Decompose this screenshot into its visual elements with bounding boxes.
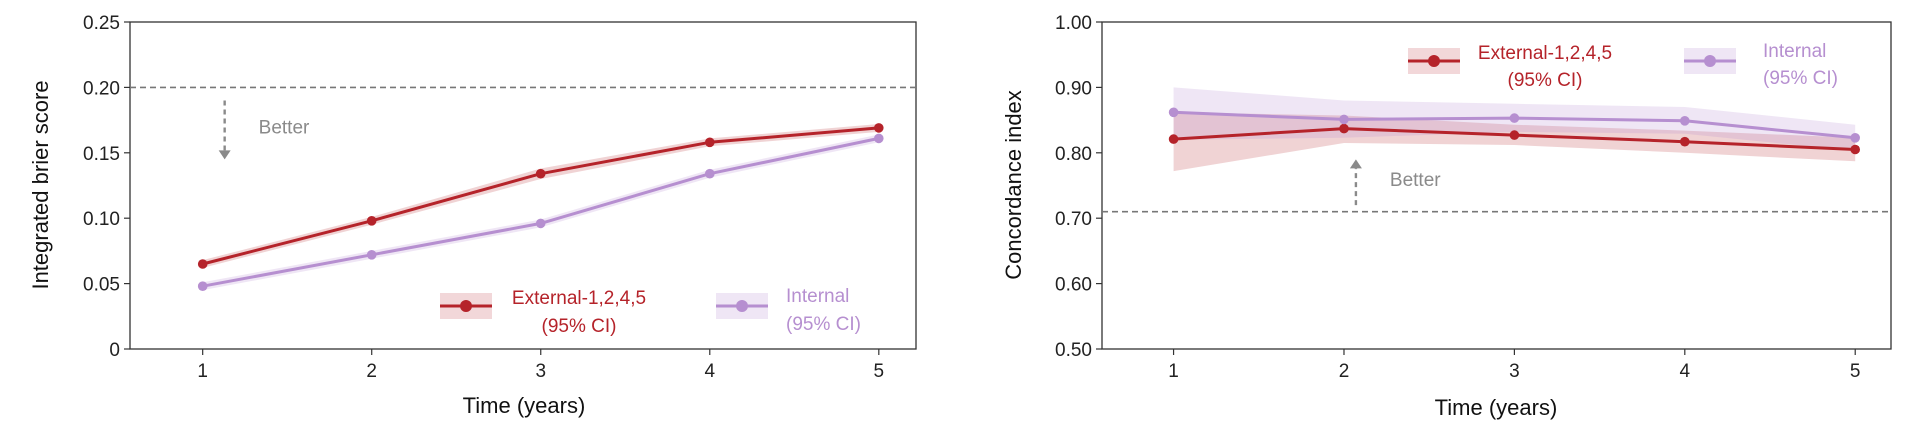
data-point-external: [1850, 144, 1860, 155]
x-tick-label: 4: [704, 361, 715, 382]
legend-item-external: External-1,2,4,5 (95% CI): [1408, 43, 1612, 91]
y-tick-label: 0.05: [83, 275, 120, 296]
data-point-internal: [1680, 116, 1690, 126]
legend-label-internal: Internal: [1763, 41, 1826, 62]
data-point-internal: [874, 133, 884, 144]
x-tick-label: 5: [874, 361, 885, 382]
data-point-external: [1680, 136, 1690, 147]
y-tick-label: 0.25: [83, 13, 120, 34]
y-axis-label: Concordance index: [1001, 90, 1026, 280]
better-arrow-head: [1349, 159, 1362, 169]
legend-label-external: External-1,2,4,5: [512, 288, 646, 309]
better-annotation: Better: [218, 100, 310, 160]
y-tick-label: 0.70: [1055, 209, 1092, 230]
x-axis-label: Time (years): [1435, 395, 1558, 420]
data-point-external: [366, 216, 377, 226]
data-point-internal: [1850, 133, 1860, 143]
data-point-internal: [366, 250, 377, 260]
legend: External-1,2,4,5 (95% CI) Internal (95% …: [1408, 41, 1838, 91]
legend-marker-external: [460, 300, 472, 312]
legend-ci-external: (95% CI): [1508, 70, 1583, 91]
x-tick-label: 1: [197, 361, 208, 382]
y-tick-label: 0.20: [83, 78, 120, 99]
data-point-external: [705, 137, 715, 148]
y-tick-label: 0.15: [83, 144, 120, 165]
legend-marker-internal: [736, 300, 748, 312]
legend-item-internal: Internal (95% CI): [716, 286, 861, 335]
data-point-internal: [1509, 113, 1520, 123]
legend-marker-internal: [1704, 55, 1716, 67]
legend-ci-external: (95% CI): [542, 316, 617, 337]
concordance-index-chart: Better 0.50 0.60 0.70 0.80 0.90 1.00 1 2 3 4 5 Co…: [1001, 13, 1892, 420]
data-point-external: [535, 168, 546, 179]
data-point-external: [197, 259, 208, 269]
y-tick-label: 0.50: [1055, 340, 1092, 361]
y-tick-label: 0.90: [1055, 78, 1092, 99]
data-point-external: [1509, 130, 1520, 140]
legend-ci-internal: (95% CI): [1763, 68, 1838, 89]
legend-item-external: External-1,2,4,5 (95% CI): [440, 288, 646, 337]
x-tick-label: 2: [366, 361, 377, 382]
x-tick-label: 3: [535, 361, 546, 382]
ci-band-external: [202, 124, 879, 268]
y-tick-label: 1.00: [1055, 13, 1092, 34]
series-line-external: [202, 126, 879, 266]
y-axis-label: Integrated brier score: [28, 80, 53, 289]
x-tick-label: 5: [1850, 361, 1861, 382]
data-point-external: [1168, 134, 1179, 144]
x-tick-label: 2: [1339, 361, 1350, 382]
data-point-internal: [1168, 107, 1179, 118]
data-point-external: [874, 123, 884, 133]
brier-score-chart: Better 0 0.05 0.10 0.15 0.20 0.25 1 2 3 4 5 Integ…: [28, 13, 917, 418]
data-point-external: [1339, 123, 1349, 134]
legend-item-internal: Internal (95% CI): [1684, 41, 1838, 89]
better-arrow-head: [218, 150, 231, 160]
data-point-internal: [197, 281, 208, 292]
x-tick-label: 4: [1680, 361, 1691, 382]
plot-frame: [1101, 21, 1892, 350]
data-point-internal: [705, 168, 715, 179]
legend-label-internal: Internal: [786, 286, 849, 307]
legend-marker-external: [1428, 55, 1440, 67]
x-tick-label: 3: [1509, 361, 1520, 382]
better-annotation: Better: [1349, 159, 1441, 206]
plot-frame: [129, 21, 917, 350]
y-tick-label: 0.10: [83, 209, 120, 230]
y-tick-label: 0: [109, 340, 120, 361]
y-tick-label: 0.80: [1055, 144, 1092, 165]
data-point-internal: [1339, 114, 1349, 125]
legend: External-1,2,4,5 (95% CI) Internal (95% …: [440, 286, 861, 337]
x-axis-label: Time (years): [463, 393, 586, 418]
legend-ci-internal: (95% CI): [786, 314, 861, 335]
better-label: Better: [1390, 170, 1441, 191]
better-label: Better: [259, 118, 310, 139]
legend-label-external: External-1,2,4,5: [1478, 43, 1612, 64]
y-tick-label: 0.60: [1055, 275, 1092, 296]
x-tick-label: 1: [1168, 361, 1179, 382]
data-point-internal: [535, 218, 546, 229]
